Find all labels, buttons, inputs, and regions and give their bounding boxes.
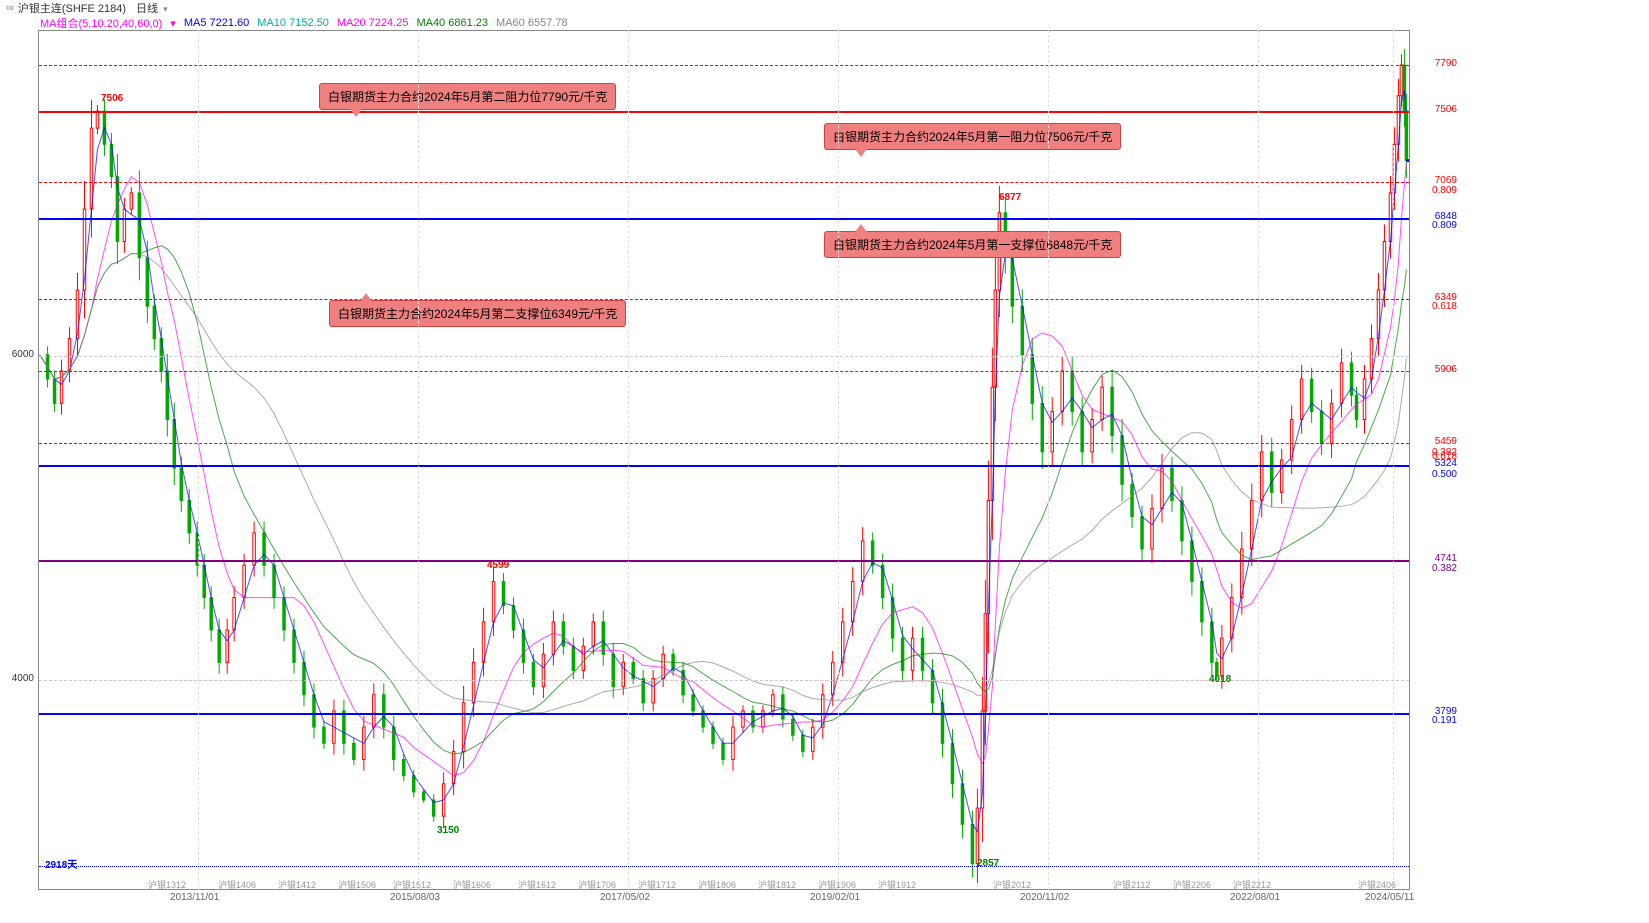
x-gridline (418, 30, 419, 890)
annotation-box: 白银期货主力合约2024年5月第一支撑位6848元/千克 (824, 231, 1121, 258)
x-date-label: 2020/11/02 (1020, 892, 1069, 903)
y-right-0.500: 0.500 (1432, 470, 1457, 480)
header: ∞ 沪银主连(SHFE 2184) 日线 ▾ (0, 0, 1649, 16)
contract-label: 沪银2012 (993, 878, 1031, 891)
contract-label: 沪银1512 (393, 878, 431, 891)
ma-arrow-icon[interactable]: ▾ (170, 17, 176, 30)
ma5: MA5 7221.60 (184, 17, 249, 29)
hline-5906 (39, 371, 1409, 372)
ma20: MA20 7224.25 (337, 17, 409, 29)
link-icon: ∞ (6, 2, 14, 14)
contract-label: 沪银1806 (698, 878, 736, 891)
y-right-5906: 5906 (1435, 365, 1457, 375)
y-right-0.809: 0.809 (1432, 221, 1457, 231)
chevron-down-icon: ▾ (163, 4, 168, 14)
timeframe-label: 日线 (136, 3, 158, 15)
y-axis-left: 4000 6000 (0, 30, 36, 890)
hline-7790 (39, 65, 1409, 66)
price-label-4599: 4599 (487, 560, 509, 571)
hline-4000 (39, 680, 1409, 681)
contract-label: 沪银2406 (1358, 878, 1396, 891)
hline-5324 (39, 465, 1409, 467)
x-date-label: 2022/08/01 (1230, 892, 1280, 903)
contract-label: 沪银1812 (758, 878, 796, 891)
x-gridline (1258, 30, 1259, 890)
contract-label: 沪银1912 (878, 878, 916, 891)
contract-label: 沪银1406 (218, 878, 256, 891)
ma-legend: MA组合(5,10,20,40,60,0) ▾ MA5 7221.60 MA10 … (0, 16, 1649, 30)
annotation-box: 白银期货主力合约2024年5月第一阻力位7506元/千克 (824, 123, 1121, 150)
contract-label: 沪银1612 (518, 878, 556, 891)
annotation-box: 白银期货主力合约2024年5月第二支撑位6349元/千克 (329, 300, 626, 327)
contract-label: 沪银1412 (278, 878, 316, 891)
y-left-4000: 4000 (12, 674, 34, 684)
hline-6000 (39, 356, 1409, 357)
x-gridline (1393, 30, 1394, 890)
x-gridline (838, 30, 839, 890)
price-label-4018: 4018 (1209, 674, 1231, 685)
contract-label: 沪银1712 (638, 878, 676, 891)
price-label-3150: 3150 (437, 825, 459, 836)
hline-2857 (39, 866, 1409, 867)
hline-7069 (39, 182, 1409, 183)
contract-label: 沪银1606 (453, 878, 491, 891)
ma40: MA40 6861.23 (416, 17, 488, 29)
y-right-0.382: 0.382 (1432, 448, 1457, 458)
hline-6848 (39, 218, 1409, 220)
y-right-5324: 5324 (1435, 459, 1457, 469)
timeframe-selector[interactable]: 日线 ▾ (136, 0, 168, 16)
hline-7506 (39, 111, 1409, 113)
y-right-0.382: 0.382 (1432, 564, 1457, 574)
y-right-0.809: 0.809 (1432, 186, 1457, 196)
y-right-5459: 5459 (1435, 437, 1457, 447)
y-axis-right: 7790750670690.80968480.80963490.61859060… (1412, 30, 1457, 890)
ma60: MA60 6557.78 (496, 17, 568, 29)
hline-3799 (39, 713, 1409, 715)
x-gridline (1048, 30, 1049, 890)
contract-label: 沪银1506 (338, 878, 376, 891)
instrument-title: 沪银主连(SHFE 2184) (18, 0, 126, 16)
contract-label: 沪银2206 (1173, 878, 1211, 891)
price-label-2918天: 2918天 (45, 856, 77, 871)
y-right-7790: 7790 (1435, 59, 1457, 69)
hline-4738 (39, 560, 1409, 562)
price-svg (39, 31, 1409, 889)
contract-label: 沪银2212 (1233, 878, 1271, 891)
y-right-0.191: 0.191 (1432, 716, 1457, 726)
annotation-box: 白银期货主力合约2024年5月第二阻力位7790元/千克 (319, 83, 616, 110)
contract-label: 沪银2112 (1113, 878, 1150, 891)
price-label-6877: 6877 (999, 192, 1021, 203)
x-gridline (628, 30, 629, 890)
hline-5459 (39, 443, 1409, 444)
y-left-6000: 6000 (12, 350, 34, 360)
x-date-label: 2017/05/02 (600, 892, 650, 903)
x-date-label: 2024/05/11 (1365, 892, 1414, 903)
contract-label: 沪银1312 (148, 878, 186, 891)
y-right-7506: 7506 (1435, 105, 1457, 115)
price-label-7506: 7506 (101, 93, 123, 104)
x-date-label: 2019/02/01 (810, 892, 860, 903)
x-axis: 2013/11/01 2015/08/03 2017/05/02 2019/02/01… (38, 892, 1410, 920)
hline-6349 (39, 299, 1409, 300)
x-gridline (198, 30, 199, 890)
price-label-2857: 2857 (977, 858, 999, 869)
contract-label: 沪银1706 (578, 878, 616, 891)
ma10: MA10 7152.50 (257, 17, 329, 29)
y-right-0.618: 0.618 (1432, 302, 1457, 312)
ma-group-label: MA组合(5,10,20,40,60,0) (40, 15, 162, 31)
chart-area[interactable]: 白银期货主力合约2024年5月第二阻力位7790元/千克白银期货主力合约2024… (38, 30, 1410, 890)
x-date-label: 2015/08/03 (390, 892, 440, 903)
contract-label: 沪银1906 (818, 878, 856, 891)
x-date-label: 2013/11/01 (170, 892, 219, 903)
